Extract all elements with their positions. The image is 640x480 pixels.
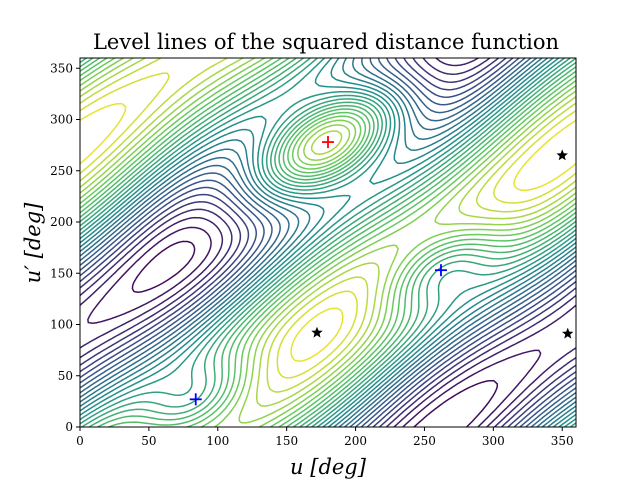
- x-axis-ticks: 0 50 100 150 200 250 300 350: [76, 427, 574, 448]
- contour-level: [80, 58, 576, 427]
- contour-level: [80, 58, 576, 427]
- saddle-marker: [556, 149, 568, 161]
- maximum-marker: [322, 136, 334, 149]
- contour-level: [80, 58, 576, 393]
- y-tick-label: 50: [58, 369, 73, 383]
- contour-level: [80, 58, 576, 427]
- x-tick-label: 300: [482, 434, 505, 448]
- saddle-marker: [562, 327, 574, 339]
- x-tick-label: 250: [413, 434, 436, 448]
- minimum-marker: [189, 393, 202, 406]
- contour-level: [80, 58, 576, 427]
- contour-level: [80, 58, 576, 427]
- contour-level: [80, 58, 576, 427]
- x-tick-label: 200: [344, 434, 367, 448]
- contour-level: [87, 226, 542, 427]
- contour-level: [80, 58, 576, 427]
- contour-level: [80, 58, 576, 427]
- x-tick-label: 350: [551, 434, 574, 448]
- y-tick-label: 350: [50, 61, 73, 75]
- contour-level: [80, 72, 576, 379]
- x-tick-label: 0: [76, 434, 84, 448]
- y-tick-label: 200: [50, 215, 73, 229]
- y-tick-label: 100: [50, 318, 73, 332]
- plot-frame: [79, 57, 577, 428]
- contour-level: [80, 102, 576, 362]
- contour-level: [80, 58, 576, 424]
- critical-point-markers: [189, 136, 574, 406]
- chart-title: Level lines of the squared distance func…: [93, 30, 559, 54]
- contour-level: [80, 58, 576, 427]
- y-tick-label: 0: [65, 420, 73, 434]
- x-tick-label: 50: [141, 434, 156, 448]
- y-tick-label: 300: [50, 113, 73, 127]
- contour-level: [80, 58, 576, 427]
- contour-level: [80, 58, 576, 427]
- contour-level: [80, 58, 576, 427]
- contour-level: [80, 58, 576, 427]
- contour-level: [80, 58, 576, 427]
- x-tick-label: 150: [275, 434, 298, 448]
- saddle-marker: [311, 326, 323, 338]
- x-axis-label: u [deg]: [290, 455, 367, 479]
- x-tick-label: 100: [206, 434, 229, 448]
- contour-level: [80, 58, 576, 427]
- contour-level: [80, 58, 576, 407]
- contour-level: [80, 58, 576, 427]
- contour-lines: [80, 58, 576, 427]
- y-tick-label: 250: [50, 164, 73, 178]
- y-axis-label: u′ [deg]: [21, 202, 45, 283]
- minimum-marker: [434, 264, 447, 277]
- y-axis-ticks: 0 50 100 150 200 250 300 350: [50, 61, 80, 434]
- y-tick-label: 150: [50, 266, 73, 280]
